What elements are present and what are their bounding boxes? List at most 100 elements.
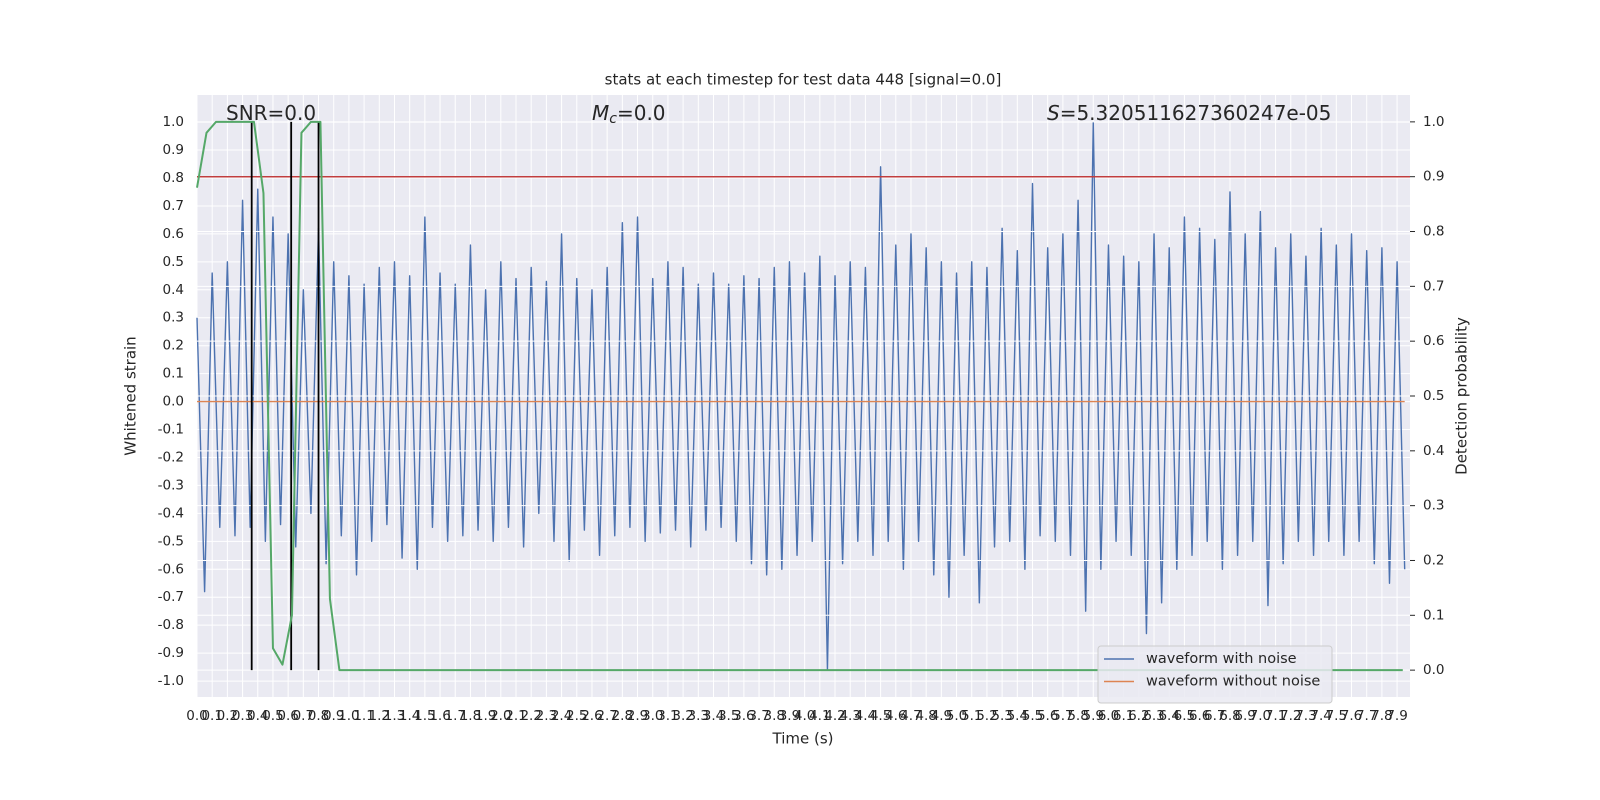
legend-label: waveform with noise [1146,651,1297,667]
x-tick-label: 3.4 [703,708,724,724]
x-tick-label: 5.7 [1052,708,1073,724]
y-tick-label: -0.7 [158,589,184,605]
x-tick-label: 3.2 [672,708,693,724]
x-tick-label: 4.6 [885,708,906,724]
x-tick-label: 4.0 [794,708,815,724]
y-tick-label: 0.8 [163,170,184,186]
x-tick-label: 7.1 [1265,708,1286,724]
x-tick-label: 1.5 [414,708,435,724]
y2-tick-label: 0.4 [1423,443,1444,459]
annotation-subscript: c [609,111,617,127]
y2-tick-label: 0.8 [1423,224,1444,240]
y2-tick-label: 0.9 [1423,169,1444,185]
x-tick-label: 7.4 [1310,708,1331,724]
x-tick-label: 2.7 [596,708,617,724]
x-tick-label: 0.3 [232,708,253,724]
x-tick-label: 7.6 [1341,708,1362,724]
y-tick-label: 0.2 [163,338,184,354]
y-tick-label: 0.1 [163,366,184,382]
x-tick-label: 6.8 [1219,708,1240,724]
x-tick-label: 1.9 [475,708,496,724]
x-tick-label: 1.7 [445,708,466,724]
x-tick-label: 7.8 [1371,708,1392,724]
x-tick-label: 7.5 [1326,708,1347,724]
series-line [196,120,1403,672]
x-tick-label: 2.1 [505,708,526,724]
y-tick-label: -0.5 [158,533,184,549]
y-tick-label: 0.5 [163,254,184,270]
y2-tick-label: 0.3 [1423,498,1444,514]
x-tick-label: 5.5 [1022,708,1043,724]
x-tick-label: 5.6 [1037,708,1058,724]
x-tick-label: 4.9 [931,708,952,724]
y-tick-label: -0.2 [158,449,184,465]
x-tick-label: 4.1 [809,708,830,724]
x-tick-label: 1.6 [429,708,450,724]
x-tick-label: 2.8 [612,708,633,724]
x-tick-label: 4.7 [900,708,921,724]
x-tick-label: 2.4 [551,708,572,724]
x-tick-label: 1.1 [353,708,374,724]
x-tick-label: 6.6 [1189,708,1210,724]
y-tick-label: -0.3 [158,477,184,493]
y-tick-label: 0.0 [163,394,184,410]
y-tick-label: -0.9 [158,645,184,661]
x-tick-label: 5.0 [946,708,967,724]
x-tick-label: 2.0 [490,708,511,724]
y-tick-label: 0.9 [163,142,184,158]
x-tick-label: 2.6 [581,708,602,724]
series-line [196,121,1406,671]
y2-tick-label: 0.6 [1423,333,1444,349]
x-tick-label: 7.0 [1250,708,1271,724]
annotation-text: SNR=0.0 [226,101,316,125]
x-tick-label: 7.2 [1280,708,1301,724]
y-tick-label: -0.8 [158,617,184,633]
y2-tick-label: 0.2 [1423,552,1444,568]
x-tick-label: 3.1 [657,708,678,724]
x-tick-label: 6.0 [1098,708,1119,724]
x-tick-label: 5.3 [991,708,1012,724]
x-tick-label: 1.0 [338,708,359,724]
x-tick-label: 3.3 [688,708,709,724]
x-tick-label: 1.2 [369,708,390,724]
annotation-symbol: S [1047,101,1060,125]
x-tick-label: 5.8 [1067,708,1088,724]
x-axis-label: Time (s) [772,730,834,748]
x-tick-label: 5.9 [1083,708,1104,724]
x-tick-label: 3.6 [733,708,754,724]
x-tick-label: 7.7 [1356,708,1377,724]
x-tick-label: 4.2 [824,708,845,724]
x-tick-label: 3.7 [748,708,769,724]
y-tick-label: -1.0 [158,673,184,689]
x-tick-label: 2.9 [627,708,648,724]
x-tick-label: 2.3 [536,708,557,724]
x-tick-label: 4.4 [855,708,876,724]
y2-tick-label: 0.7 [1423,278,1444,294]
x-tick-label: 1.3 [384,708,405,724]
x-tick-label: 4.8 [915,708,936,724]
legend-box [1097,645,1333,704]
y-tick-label: -0.6 [158,561,184,577]
annotation: S=5.320511627360247e-05 [1047,101,1331,125]
x-tick-label: 4.5 [870,708,891,724]
x-tick-label: 1.8 [460,708,481,724]
y2-tick-label: 0.1 [1423,607,1444,623]
annotation: Mc=0.0 [592,101,666,128]
x-tick-label: 7.9 [1386,708,1407,724]
x-tick-label: 0.2 [217,708,238,724]
annotation-symbol: M [592,101,609,125]
legend-label: waveform without noise [1146,674,1320,690]
x-tick-label: 0.6 [277,708,298,724]
x-tick-label: 0.7 [293,708,314,724]
x-tick-label: 2.5 [566,708,587,724]
y-tick-label: 0.4 [163,282,184,298]
x-tick-label: 0.9 [323,708,344,724]
x-tick-label: 0.1 [201,708,222,724]
y-tick-label: -0.1 [158,422,184,438]
x-tick-label: 3.9 [779,708,800,724]
x-tick-label: 7.3 [1295,708,1316,724]
y2-tick-label: 0.5 [1423,388,1444,404]
x-tick-label: 3.0 [642,708,663,724]
x-tick-label: 6.3 [1143,708,1164,724]
